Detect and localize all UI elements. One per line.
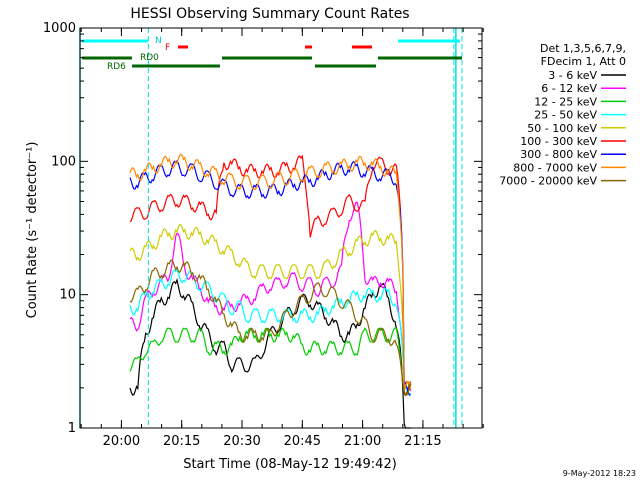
series-line-0 — [129, 277, 411, 429]
legend-label-3: 25 - 50 keV — [534, 109, 597, 122]
x-tick-label-4: 21:00 — [344, 434, 381, 449]
series-line-8 — [129, 259, 412, 396]
y-tick-label-0: 1 — [68, 421, 76, 436]
x-tick-label-1: 20:15 — [163, 434, 200, 449]
axes-layer: 1 10 100 1000 20:00 20:15 20:30 20:45 21:00 21:15 — [43, 21, 484, 449]
flag-label-rd6: RD6 — [107, 62, 126, 72]
plot-area — [80, 28, 482, 428]
y-axis-label: Count Rate (s⁻¹ detector⁻¹) — [25, 142, 40, 319]
legend-label-8: 7000 - 20000 keV — [499, 175, 597, 188]
y-tick-label-1: 10 — [59, 288, 76, 303]
legend-label-1: 6 - 12 keV — [541, 82, 597, 95]
flag-label-n: N — [155, 36, 162, 46]
legend-label-7: 800 - 7000 keV — [513, 161, 597, 174]
legend-label-0: 3 - 6 keV — [548, 69, 597, 82]
flag-label-f: F — [165, 43, 170, 53]
legend-layer: Det 1,3,5,6,7,9,FDecim 1, Att 03 - 6 keV… — [499, 42, 626, 188]
y-tick-label-3: 1000 — [43, 21, 76, 36]
legend-header-line-2: FDecim 1, Att 0 — [541, 55, 626, 68]
x-tick-label-3: 20:45 — [284, 434, 321, 449]
chart-title: HESSI Observing Summary Count Rates — [130, 6, 409, 22]
footer-timestamp: 9-May-2012 18:23 — [563, 469, 636, 478]
series-line-5 — [129, 154, 412, 397]
plot-background — [80, 28, 482, 428]
legend-label-5: 100 - 300 keV — [520, 135, 597, 148]
x-tick-label-2: 20:30 — [223, 434, 260, 449]
series-layer — [129, 153, 412, 429]
x-axis-label: Start Time (08-May-12 19:49:42) — [183, 457, 397, 472]
legend-label-4: 50 - 100 keV — [527, 122, 597, 135]
x-tick-label-0: 20:00 — [103, 434, 140, 449]
legend-label-6: 300 - 800 keV — [520, 148, 597, 161]
series-line-1 — [129, 201, 412, 392]
legend-header-line-1: Det 1,3,5,6,7,9, — [540, 42, 626, 55]
series-line-2 — [129, 327, 412, 396]
x-tick-label-5: 21:15 — [404, 434, 441, 449]
series-line-3 — [129, 268, 412, 397]
series-line-4 — [129, 224, 412, 389]
plot-frame — [79, 27, 483, 429]
series-line-7 — [129, 153, 412, 392]
legend-label-2: 12 - 25 keV — [534, 95, 597, 108]
y-tick-label-2: 100 — [51, 154, 76, 169]
flag-label-rd0: RD0 — [140, 53, 159, 63]
